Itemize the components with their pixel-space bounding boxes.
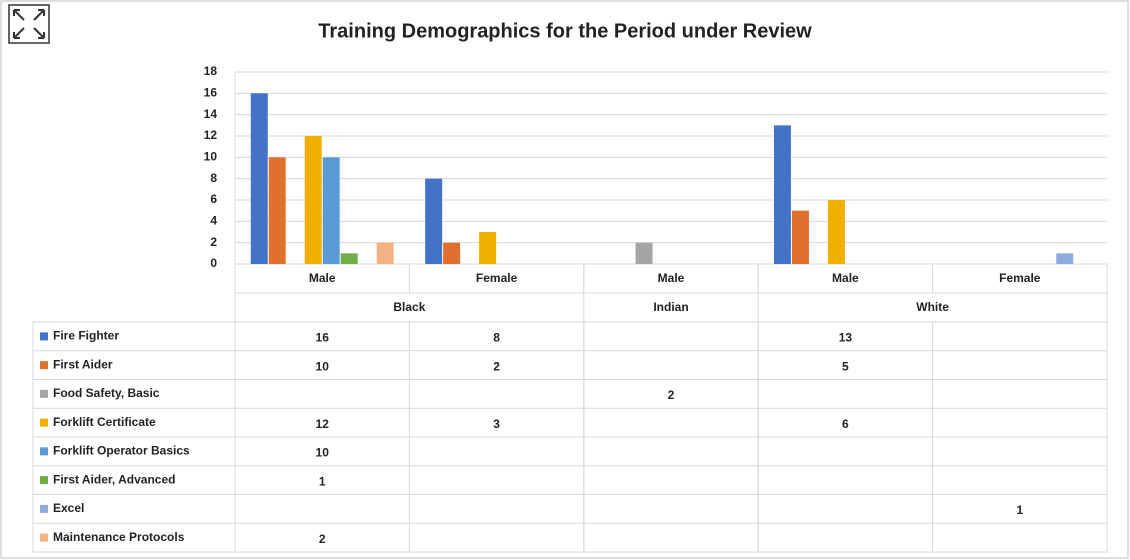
table-value: 2 xyxy=(668,388,675,402)
legend-swatch xyxy=(40,332,48,341)
table-value: 1 xyxy=(1016,503,1023,517)
x-tick-label: Female xyxy=(999,271,1041,285)
expand-icon[interactable] xyxy=(8,4,50,44)
x-group-label: Black xyxy=(393,300,425,314)
legend-label: Maintenance Protocols xyxy=(53,530,185,544)
bar xyxy=(304,136,322,264)
table-value: 1 xyxy=(319,474,326,488)
legend-swatch xyxy=(40,504,48,513)
legend-label: Excel xyxy=(53,501,84,515)
table-value: 16 xyxy=(316,331,330,345)
table-value: 12 xyxy=(316,417,330,431)
y-tick-label: 4 xyxy=(210,214,217,228)
legend-label: Forklift Operator Basics xyxy=(53,444,190,458)
y-tick-label: 14 xyxy=(204,107,218,121)
x-tick-label: Male xyxy=(658,271,685,285)
bar xyxy=(443,242,461,264)
legend-swatch xyxy=(40,533,48,542)
chart-title: Training Demographics for the Period und… xyxy=(318,20,812,42)
bar xyxy=(479,232,497,264)
bar xyxy=(791,210,809,264)
y-tick-label: 8 xyxy=(210,171,217,185)
y-tick-label: 12 xyxy=(204,128,218,142)
x-tick-label: Female xyxy=(476,271,518,285)
legend-swatch xyxy=(40,389,48,398)
bar xyxy=(827,200,845,264)
table-value: 2 xyxy=(493,359,500,373)
table-value: 2 xyxy=(319,532,326,546)
bar xyxy=(425,178,443,264)
legend-swatch xyxy=(40,418,48,427)
legend-label: Food Safety, Basic xyxy=(53,386,160,400)
x-group-label: Indian xyxy=(653,300,688,314)
table-value: 10 xyxy=(316,359,330,373)
table-value: 5 xyxy=(842,359,849,373)
bar xyxy=(250,93,268,264)
table-value: 6 xyxy=(842,417,849,431)
legend-label: Fire Fighter xyxy=(53,329,119,343)
table-value: 3 xyxy=(493,417,500,431)
legend-label: First Aider, Advanced xyxy=(53,472,175,486)
y-tick-label: 10 xyxy=(204,150,218,164)
legend-label: Forklift Certificate xyxy=(53,415,156,429)
y-tick-label: 0 xyxy=(210,256,217,270)
x-group-label: White xyxy=(916,300,949,314)
bar xyxy=(340,253,358,264)
table-value: 8 xyxy=(493,331,500,345)
table-value: 10 xyxy=(316,446,330,460)
x-tick-label: Male xyxy=(309,271,336,285)
y-tick-label: 6 xyxy=(210,192,217,206)
bar xyxy=(1056,253,1074,264)
bar xyxy=(635,242,653,264)
bar xyxy=(268,157,286,264)
bar xyxy=(376,242,394,264)
bar xyxy=(773,125,791,264)
y-tick-label: 16 xyxy=(204,86,218,100)
y-tick-label: 2 xyxy=(210,235,217,249)
legend-swatch xyxy=(40,447,48,456)
x-tick-label: Male xyxy=(832,271,859,285)
table-value: 13 xyxy=(839,331,853,345)
y-tick-label: 18 xyxy=(204,64,218,78)
legend-swatch xyxy=(40,476,48,485)
legend-swatch xyxy=(40,361,48,370)
bar xyxy=(322,157,340,264)
legend-label: First Aider xyxy=(53,357,113,371)
